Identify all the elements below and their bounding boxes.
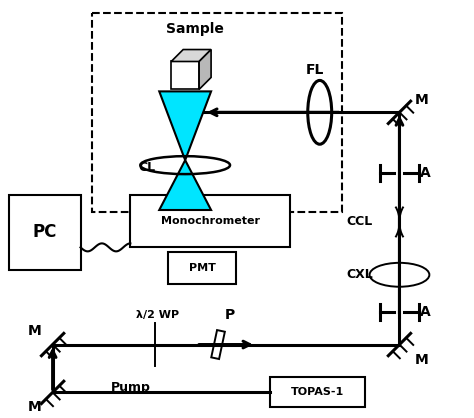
Bar <box>92 13 342 212</box>
Text: M: M <box>414 354 428 367</box>
Text: CXL: CXL <box>346 268 373 281</box>
Text: M: M <box>28 400 42 414</box>
Polygon shape <box>159 160 211 210</box>
Text: CL: CL <box>139 161 156 173</box>
Text: λ/2 WP: λ/2 WP <box>136 310 179 320</box>
Text: Sample: Sample <box>166 22 224 36</box>
Bar <box>130 195 290 247</box>
Bar <box>270 377 365 407</box>
Text: TOPAS-1: TOPAS-1 <box>291 387 344 398</box>
Text: Pump: Pump <box>110 381 150 394</box>
Text: P: P <box>225 308 235 321</box>
Bar <box>171 61 199 89</box>
Text: CCL: CCL <box>346 215 373 229</box>
Polygon shape <box>171 49 211 61</box>
Text: PC: PC <box>32 224 57 242</box>
Polygon shape <box>159 92 211 160</box>
Bar <box>168 252 236 284</box>
Text: PMT: PMT <box>189 263 216 273</box>
Polygon shape <box>211 330 225 359</box>
Bar <box>9 195 81 270</box>
Text: M: M <box>414 93 428 107</box>
Text: M: M <box>28 324 42 338</box>
Polygon shape <box>199 49 211 89</box>
Text: A: A <box>420 166 431 180</box>
Text: A: A <box>420 305 431 319</box>
Text: FL: FL <box>306 64 324 77</box>
Text: Monochrometer: Monochrometer <box>161 216 260 226</box>
